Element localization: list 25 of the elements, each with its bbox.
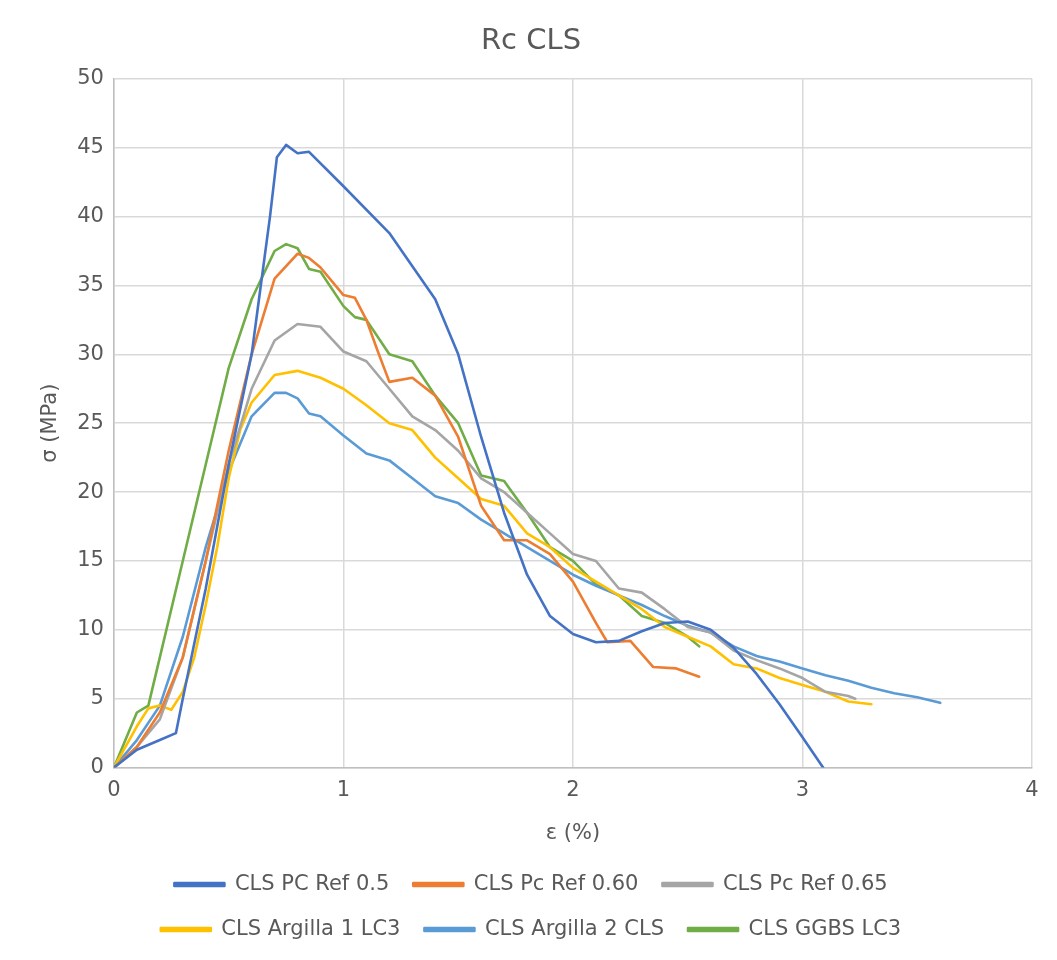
y-tick-label: 35 (77, 271, 104, 296)
y-tick-label: 0 (90, 754, 104, 779)
y-tick-label: 5 (90, 685, 104, 710)
y-tick-label: 15 (77, 547, 104, 572)
legend-label: CLS Pc Ref 0.65 (722, 870, 888, 895)
x-tick-label: 1 (336, 776, 351, 801)
legend-label: CLS Argilla 1 LC3 (221, 915, 401, 940)
x-tick-label: 2 (566, 776, 580, 801)
y-tick-label: 50 (77, 65, 104, 90)
legend-label: CLS PC Ref 0.5 (234, 870, 390, 895)
x-tick-label: 3 (795, 776, 810, 801)
chart-title: Rc CLS (480, 21, 582, 56)
y-tick-label: 30 (77, 340, 104, 365)
y-tick-label: 25 (77, 409, 104, 434)
y-tick-label: 20 (77, 478, 104, 503)
y-tick-label: 40 (77, 203, 104, 228)
y-axis-title: σ (MPa) (37, 383, 62, 463)
x-axis-title: ε (%) (545, 819, 601, 844)
x-tick-label: 0 (107, 776, 121, 801)
x-tick-label: 4 (1025, 776, 1039, 801)
legend-label: CLS Pc Ref 0.60 (473, 870, 639, 895)
y-tick-label: 45 (77, 134, 104, 159)
legend-label: CLS GGBS LC3 (748, 915, 902, 940)
y-tick-label: 10 (77, 616, 104, 641)
legend-label: CLS Argilla 2 CLS (484, 915, 665, 940)
